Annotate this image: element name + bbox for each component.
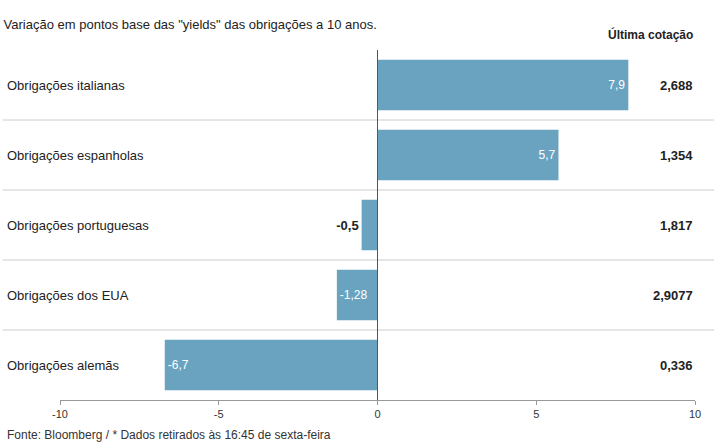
svg-text:Obrigações portuguesas: Obrigações portuguesas xyxy=(7,218,149,233)
svg-text:1,817: 1,817 xyxy=(660,218,693,233)
svg-text:Obrigações dos EUA: Obrigações dos EUA xyxy=(7,288,129,303)
svg-text:7,9: 7,9 xyxy=(608,78,625,92)
svg-text:Fonte: Bloomberg / * Dados ret: Fonte: Bloomberg / * Dados retirados às … xyxy=(7,428,331,442)
svg-text:0,336: 0,336 xyxy=(660,358,693,373)
svg-text:Variação em pontos base das "y: Variação em pontos base das "yields" das… xyxy=(4,17,377,32)
svg-text:1,354: 1,354 xyxy=(660,148,693,163)
svg-text:5,7: 5,7 xyxy=(538,148,555,162)
svg-text:0: 0 xyxy=(374,408,380,420)
svg-text:2,688: 2,688 xyxy=(660,78,693,93)
svg-text:-5: -5 xyxy=(214,408,224,420)
svg-text:Obrigações espanholas: Obrigações espanholas xyxy=(7,148,144,163)
svg-text:5: 5 xyxy=(533,408,539,420)
svg-text:Obrigações alemãs: Obrigações alemãs xyxy=(7,358,119,373)
svg-text:2,9077: 2,9077 xyxy=(653,288,693,303)
svg-text:-10: -10 xyxy=(52,408,68,420)
svg-text:-0,5: -0,5 xyxy=(336,218,358,233)
svg-text:-6,7: -6,7 xyxy=(168,358,189,372)
svg-text:Obrigações italianas: Obrigações italianas xyxy=(7,78,125,93)
svg-text:10: 10 xyxy=(689,408,701,420)
svg-text:Última cotação: Última cotação xyxy=(608,27,693,42)
svg-text:-1,28: -1,28 xyxy=(340,288,368,302)
